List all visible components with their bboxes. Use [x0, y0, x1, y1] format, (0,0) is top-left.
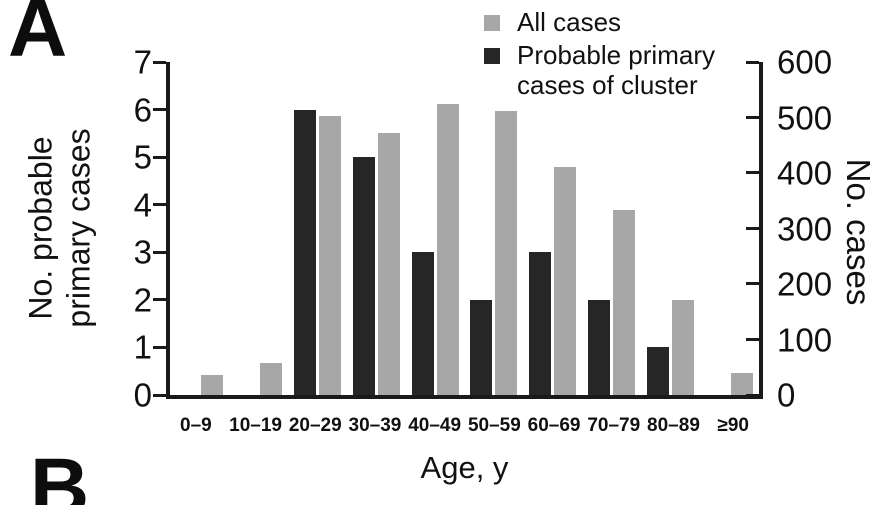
right-tick-mark: [746, 60, 759, 64]
x-category-label: 80–89: [647, 415, 700, 436]
left-axis-title-line1: No. probable: [22, 136, 59, 320]
left-tick-label: 4: [133, 186, 152, 224]
left-tick-mark: [153, 345, 166, 349]
bar-group-≥90: [700, 62, 759, 395]
primary-cases-bar: [588, 299, 611, 395]
legend-primary-label: Probable primary cases of cluster: [517, 39, 715, 101]
left-tick-label: 6: [133, 91, 152, 129]
right-tick-mark: [746, 115, 759, 119]
left-tick-label: 5: [133, 138, 152, 176]
right-tick-mark: [746, 171, 759, 175]
legend-primary-label-line1: Probable primary: [517, 39, 715, 70]
bar-group-50–59: [465, 62, 524, 395]
x-category-label: 10–19: [229, 415, 282, 436]
all-cases-bar: [672, 299, 695, 395]
x-axis-title: Age, y: [420, 450, 509, 485]
left-tick-mark: [153, 298, 166, 302]
right-tick-mark: [746, 338, 759, 341]
primary-cases-bar: [529, 252, 552, 395]
bar-group-40–49: [406, 62, 465, 395]
left-tick-label: 0: [133, 376, 152, 414]
right-tick-label: 200: [777, 265, 833, 303]
x-category-label: 20–29: [288, 415, 342, 436]
right-tick-mark: [746, 227, 759, 230]
all-cases-bar: [436, 104, 459, 395]
all-cases-bar: [554, 166, 577, 395]
right-tick-label: 600: [777, 43, 833, 81]
x-axis-category-labels: 0–9 10–19 20–29 30–39 40–49 50–59 60–69 70–79 80…: [166, 415, 763, 437]
legend: All cases Probable primary cases of clus…: [484, 7, 715, 104]
x-category-label: 40–49: [408, 415, 462, 436]
all-cases-bar: [318, 116, 341, 395]
right-tick-mark: [746, 282, 759, 286]
right-tick-label: 500: [777, 99, 833, 136]
plot-area: 7 6 5 4 3 2 1 0 600 500 400 300 200 100 0 0–9 10–19 20–…: [134, 46, 832, 437]
left-tick-label: 7: [133, 43, 152, 81]
all-cases-bar: [731, 373, 754, 395]
left-tick-label: 3: [133, 233, 152, 271]
x-category-label: 60–69: [527, 415, 581, 436]
bar-group-30–39: [347, 62, 406, 395]
all-cases-bar: [377, 133, 400, 395]
left-tick-mark: [153, 393, 166, 397]
all-cases-bar: [495, 110, 518, 395]
all-cases-bar: [613, 209, 636, 395]
right-tick-label: 100: [777, 321, 833, 358]
left-tick-mark: [153, 250, 166, 254]
primary-cases-bar: [470, 299, 493, 395]
panel-label-a: A: [8, 0, 67, 74]
right-tick-mark: [746, 393, 759, 397]
legend-all-cases-label: All cases: [517, 7, 622, 37]
primary-cases-swatch-icon: [484, 47, 500, 64]
all-cases-swatch-icon: [484, 15, 500, 31]
left-axis-title-line2: primary cases: [60, 128, 96, 328]
bar-group-60–69: [523, 62, 582, 395]
x-category-label: 0–9: [180, 415, 212, 436]
all-cases-bar: [259, 362, 282, 395]
x-category-label: ≥90: [717, 415, 749, 436]
left-axis-title: No. probable primary cases: [22, 128, 98, 327]
bar-group-10–19: [229, 62, 288, 395]
primary-cases-bar: [352, 157, 375, 395]
left-tick-mark: [153, 203, 166, 207]
bar-group-0–9: [170, 62, 229, 395]
x-category-label: 70–79: [587, 415, 641, 436]
left-tick-label: 1: [133, 328, 152, 366]
right-tick-label: 300: [777, 210, 833, 247]
x-category-label: 50–59: [467, 415, 521, 436]
all-cases-bar: [200, 375, 223, 395]
x-category-label: 30–39: [348, 415, 402, 436]
panel-label-b: B: [30, 442, 89, 505]
right-tick-label: 400: [777, 154, 833, 192]
bar-group-20–29: [288, 62, 347, 395]
primary-cases-bar: [647, 347, 670, 395]
bar-group-70–79: [582, 62, 641, 395]
primary-cases-bar: [293, 109, 316, 395]
legend-primary-label-line2: cases of cluster: [517, 69, 698, 100]
legend-row-all-cases: All cases: [484, 7, 715, 38]
left-tick-mark: [153, 155, 166, 159]
left-tick-mark: [153, 60, 166, 64]
bars-container: [170, 62, 759, 395]
left-tick-label: 2: [133, 281, 152, 319]
right-axis-title: No. cases: [840, 158, 877, 306]
bar-group-80–89: [641, 62, 700, 395]
legend-row-primary: Probable primary cases of cluster: [484, 39, 715, 101]
right-tick-label: 0: [777, 376, 796, 414]
left-tick-mark: [153, 108, 166, 112]
primary-cases-bar: [411, 252, 434, 395]
